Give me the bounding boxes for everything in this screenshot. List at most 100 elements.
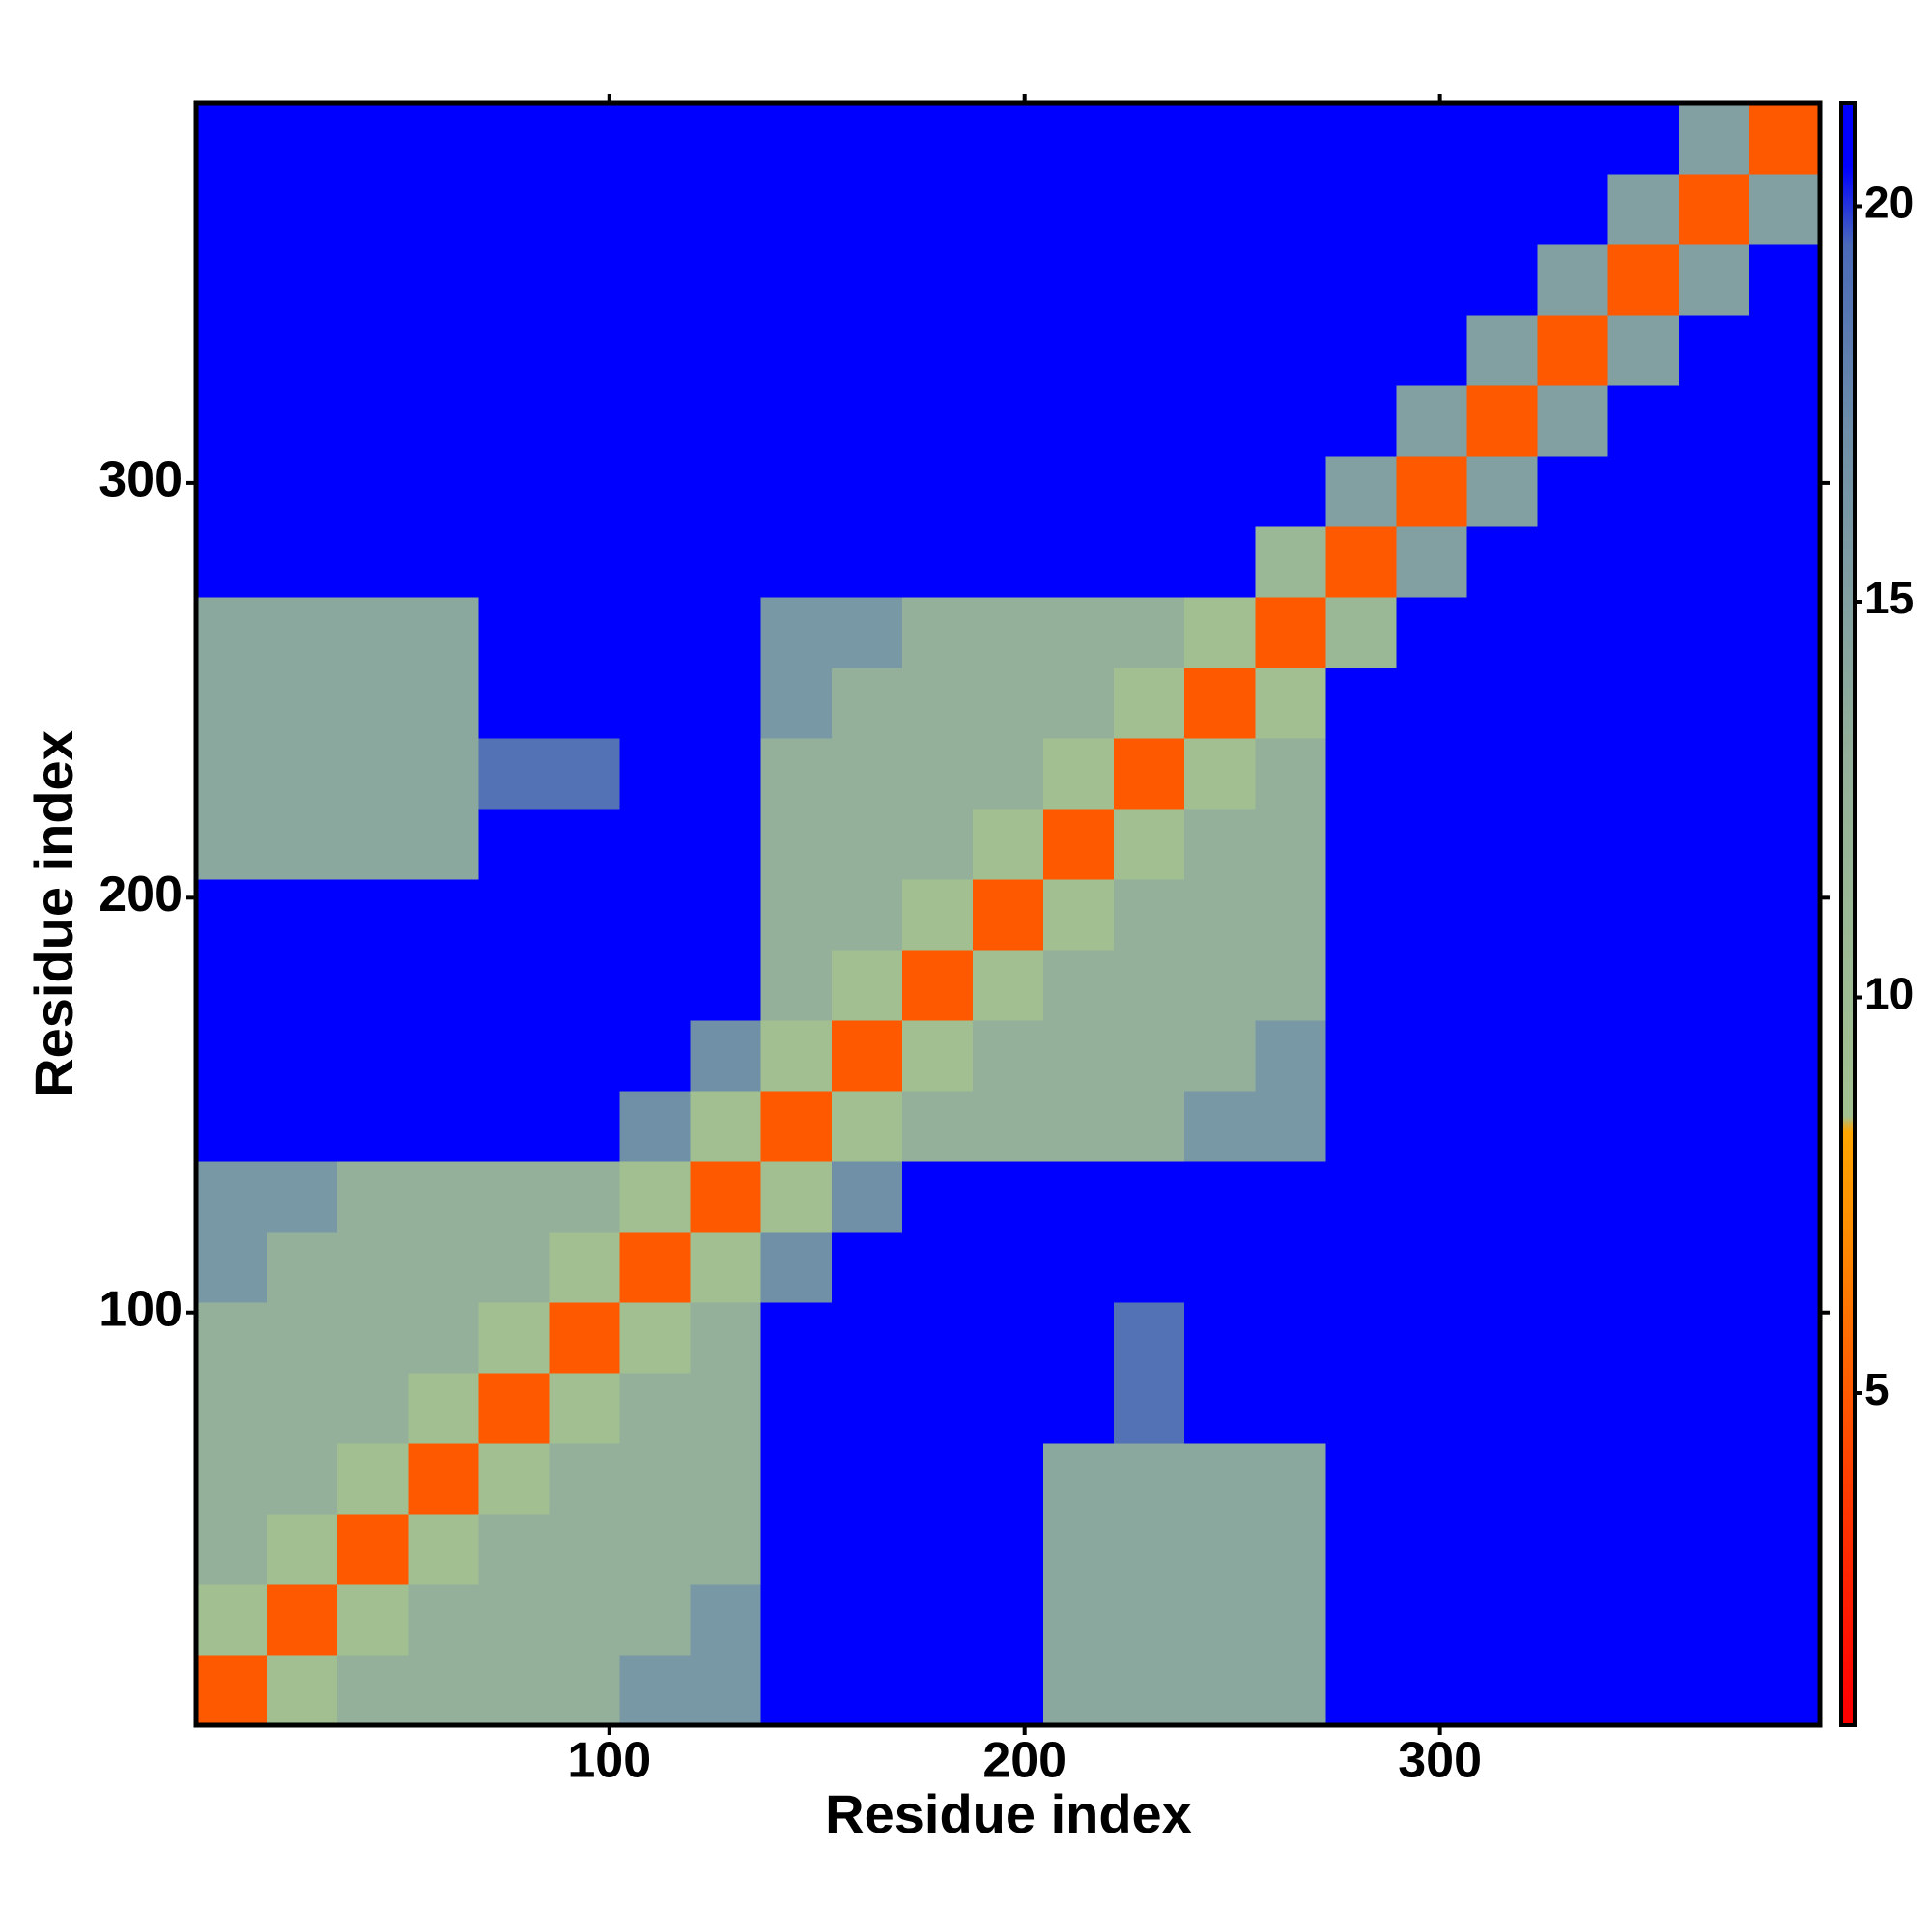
heatmap-cell <box>1607 174 1680 245</box>
heatmap-cell <box>196 1514 268 1585</box>
heatmap-cell <box>549 244 621 316</box>
heatmap-cell <box>901 174 974 245</box>
heatmap-cell <box>831 1161 903 1233</box>
heatmap-cell <box>1325 1373 1397 1444</box>
heatmap-cell <box>1396 668 1468 739</box>
heatmap-cell <box>267 456 338 527</box>
heatmap-cell <box>1255 1091 1326 1162</box>
heatmap-cell <box>619 244 692 316</box>
heatmap-cell <box>549 1232 621 1303</box>
heatmap-cell <box>1396 597 1468 668</box>
heatmap-cell <box>1325 597 1397 668</box>
heatmap-cell <box>972 950 1044 1021</box>
heatmap-cell <box>1466 809 1539 880</box>
heatmap-cell <box>1396 1373 1468 1444</box>
heatmap-cell <box>337 1655 409 1726</box>
heatmap-cell <box>1114 456 1185 527</box>
heatmap-cell <box>337 1373 409 1444</box>
heatmap-cell <box>1607 597 1680 668</box>
heatmap-cell <box>1396 174 1468 245</box>
heatmap-cell <box>478 950 550 1021</box>
heatmap-cell <box>337 1514 409 1585</box>
heatmap-cell <box>549 879 621 951</box>
heatmap-cell <box>1678 879 1750 951</box>
colorbar-tick-label: 10 <box>1864 969 1914 1019</box>
heatmap-cell <box>1537 1020 1609 1092</box>
heatmap-cell <box>1537 1655 1609 1726</box>
heatmap-cell <box>1043 1655 1115 1726</box>
heatmap-cell <box>690 809 762 880</box>
heatmap-cell <box>549 1091 621 1162</box>
heatmap-cell <box>1466 526 1539 598</box>
heatmap-cell <box>831 1655 903 1726</box>
heatmap-cell <box>267 1020 338 1092</box>
heatmap-cell <box>619 1443 692 1515</box>
heatmap-cell <box>619 1020 692 1092</box>
heatmap-cell <box>408 1161 479 1233</box>
heatmap-cell <box>1678 809 1750 880</box>
heatmap-cell <box>267 668 338 739</box>
heatmap-cell <box>901 1091 974 1162</box>
heatmap-cell <box>1255 809 1326 880</box>
heatmap-cell <box>408 1655 479 1726</box>
x-tick-label: 200 <box>982 1733 1066 1789</box>
heatmap-cell <box>1184 174 1256 245</box>
heatmap-cell <box>1748 1655 1821 1726</box>
heatmap-cell <box>1325 315 1397 386</box>
heatmap-cell <box>619 809 692 880</box>
heatmap-cell <box>337 1020 409 1092</box>
heatmap-cell <box>408 1091 479 1162</box>
heatmap-cell <box>831 1443 903 1515</box>
heatmap-cell <box>619 1232 692 1303</box>
heatmap-cell <box>1466 103 1539 175</box>
heatmap-cell <box>478 315 550 386</box>
heatmap-cell <box>267 809 338 880</box>
heatmap-cell <box>1043 879 1115 951</box>
heatmap-cell <box>1607 809 1680 880</box>
heatmap-cell <box>1748 1020 1821 1092</box>
heatmap-cell <box>1396 456 1468 527</box>
heatmap-cell <box>1678 1514 1750 1585</box>
heatmap-cell <box>1537 244 1609 316</box>
heatmap-cell <box>337 244 409 316</box>
heatmap-cell <box>901 103 974 175</box>
heatmap-cell <box>690 597 762 668</box>
heatmap-cell <box>1184 1020 1256 1092</box>
heatmap-cell <box>1184 809 1256 880</box>
heatmap-cell <box>760 1020 833 1092</box>
heatmap-cell <box>1678 456 1750 527</box>
heatmap-cell <box>1607 1373 1680 1444</box>
heatmap-cell <box>1255 526 1326 598</box>
heatmap-cell <box>267 315 338 386</box>
heatmap-cell <box>408 315 479 386</box>
heatmap-cell <box>1114 668 1185 739</box>
colorbar-tick-label: 20 <box>1864 178 1914 228</box>
heatmap-cell <box>196 1302 268 1374</box>
heatmap-cell <box>267 1443 338 1515</box>
heatmap-cell <box>1396 1584 1468 1656</box>
heatmap-cell <box>196 1655 268 1726</box>
heatmap-cell <box>1678 1091 1750 1162</box>
heatmap-cell <box>1607 668 1680 739</box>
heatmap-cell <box>549 456 621 527</box>
heatmap-cell <box>478 1020 550 1092</box>
heatmap-cell <box>619 1584 692 1656</box>
heatmap-cell <box>196 456 268 527</box>
heatmap-cell <box>549 1020 621 1092</box>
heatmap-cell <box>1043 1020 1115 1092</box>
heatmap-cell <box>196 1232 268 1303</box>
heatmap-cell <box>1537 526 1609 598</box>
heatmap-cell <box>1396 1161 1468 1233</box>
heatmap-cell <box>1466 1232 1539 1303</box>
heatmap-cell <box>1678 668 1750 739</box>
heatmap-cell <box>1043 103 1115 175</box>
heatmap-cell <box>690 1232 762 1303</box>
heatmap-cell <box>619 738 692 810</box>
heatmap-cell <box>408 1302 479 1374</box>
heatmap-cell <box>408 738 479 810</box>
heatmap-cell <box>196 1443 268 1515</box>
heatmap-cell <box>1607 1020 1680 1092</box>
heatmap-cell <box>1678 1443 1750 1515</box>
heatmap-cell <box>1466 1373 1539 1444</box>
